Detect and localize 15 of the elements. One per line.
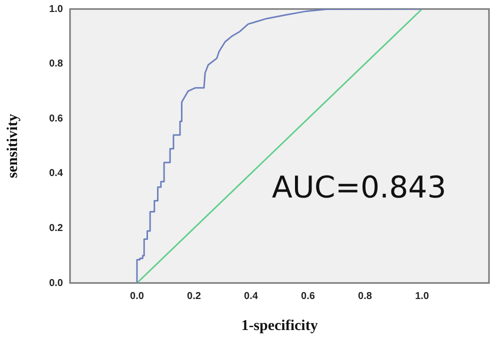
y-tick-label: 0.6 xyxy=(49,113,64,124)
x-tick-label: 1.0 xyxy=(415,290,430,302)
y-tick-label: 1.0 xyxy=(49,4,64,15)
y-tick-label: 0.0 xyxy=(49,278,64,289)
x-tick-label: 0.4 xyxy=(244,290,258,302)
y-tick-label: 0.8 xyxy=(49,58,64,70)
x-axis-title: 1-specificity xyxy=(241,318,318,334)
x-tick-label: 0.2 xyxy=(187,290,202,302)
y-tick-label: 0.4 xyxy=(49,168,64,180)
x-tick-label: 0.6 xyxy=(301,290,316,302)
annotation: AUC=0.843 xyxy=(272,170,446,206)
x-tick-label: 0.0 xyxy=(130,290,144,302)
y-tick-label: 0.2 xyxy=(49,222,64,234)
x-tick-label: 0.8 xyxy=(358,290,372,302)
y-axis-title: sensitivity xyxy=(4,113,21,178)
